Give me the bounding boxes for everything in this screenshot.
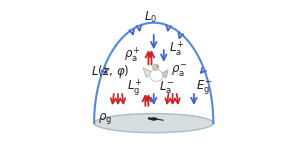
Text: $\rho_{\mathrm{a}}^{+}$: $\rho_{\mathrm{a}}^{+}$ xyxy=(124,45,140,64)
Ellipse shape xyxy=(150,118,157,120)
Polygon shape xyxy=(143,68,154,77)
Text: $\rho_{\mathrm{a}}^{-}$: $\rho_{\mathrm{a}}^{-}$ xyxy=(171,63,188,79)
Ellipse shape xyxy=(157,66,158,67)
Text: $L_{\mathrm{a}}^{+}$: $L_{\mathrm{a}}^{+}$ xyxy=(169,39,184,58)
Ellipse shape xyxy=(150,69,163,81)
Text: $\rho_{\mathrm{g}}$: $\rho_{\mathrm{g}}$ xyxy=(98,111,112,126)
Ellipse shape xyxy=(148,117,151,119)
Text: $E_{\mathrm{g}}^{-}$: $E_{\mathrm{g}}^{-}$ xyxy=(196,78,213,96)
Text: $L_{\mathrm{g}}^{+}$: $L_{\mathrm{g}}^{+}$ xyxy=(127,77,142,98)
Text: $L_{\mathrm{a}}^{-}$: $L_{\mathrm{a}}^{-}$ xyxy=(159,79,174,96)
Polygon shape xyxy=(159,70,168,78)
Ellipse shape xyxy=(94,114,213,133)
Text: $L(z,\,\varphi)$: $L(z,\,\varphi)$ xyxy=(91,63,129,80)
Ellipse shape xyxy=(153,64,159,70)
Text: $L_0$: $L_0$ xyxy=(144,10,157,25)
